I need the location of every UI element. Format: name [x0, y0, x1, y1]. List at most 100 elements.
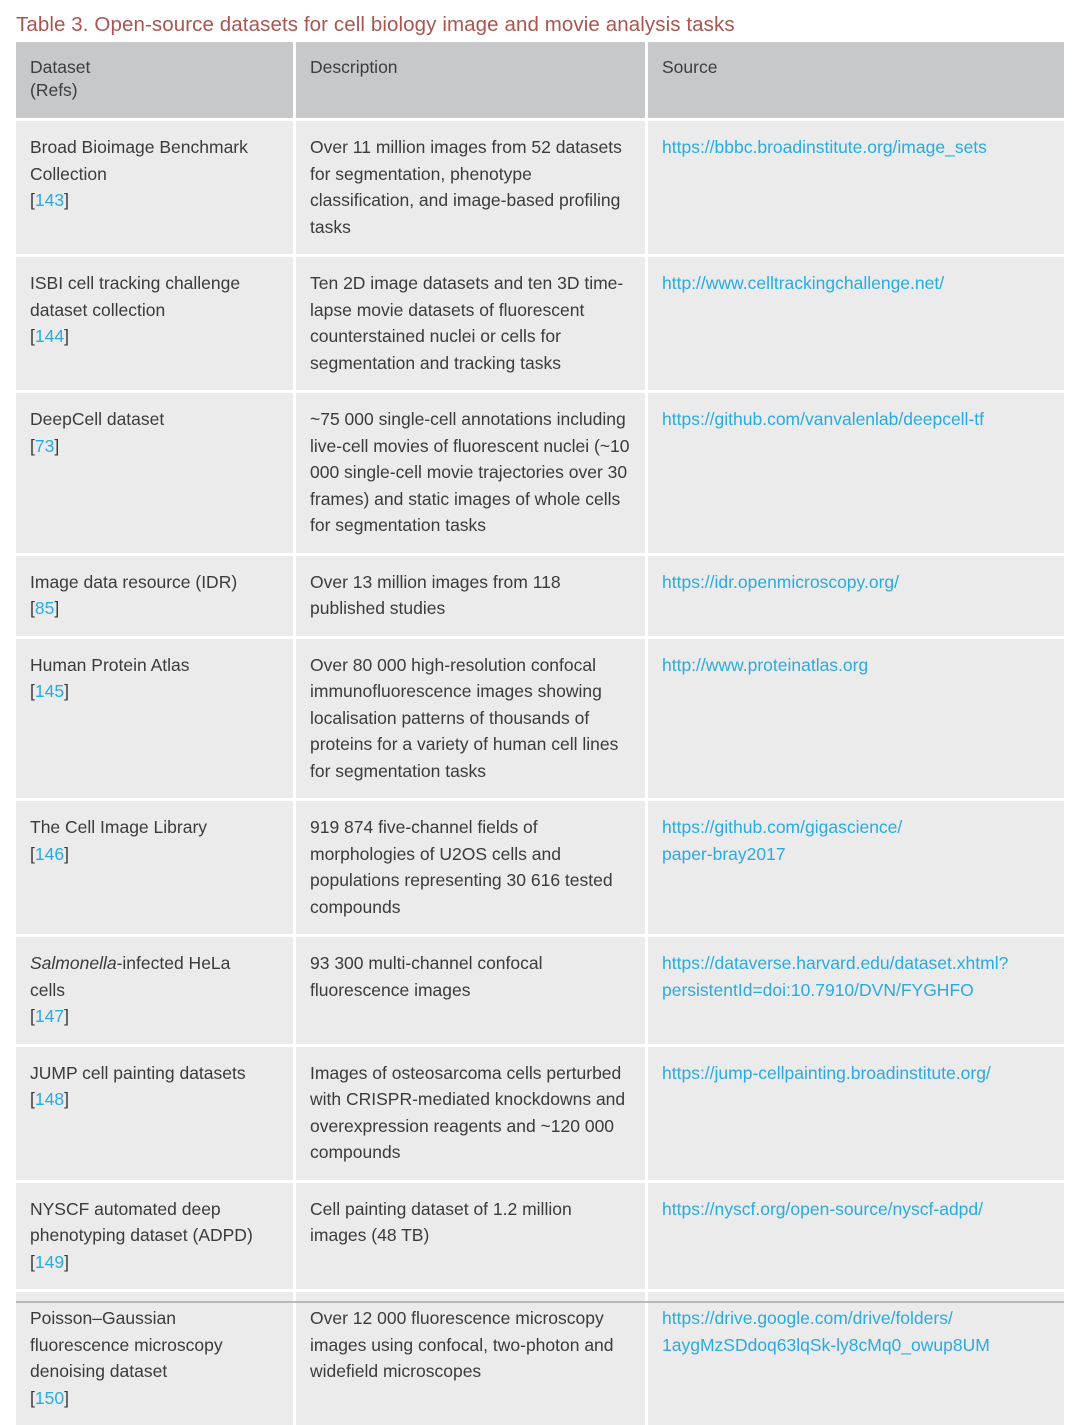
- table-row: The Cell Image Library [146] 919 874 five-…: [16, 798, 1064, 934]
- dataset-cell: The Cell Image Library [146]: [16, 798, 296, 934]
- source-link[interactable]: https://jump-cellpainting.broadinstitute…: [662, 1060, 1050, 1087]
- reference-citation[interactable]: [145]: [30, 678, 279, 705]
- dataset-cell: NYSCF automated deep phenotyping dataset …: [16, 1179, 296, 1289]
- dataset-name-line1: -infected HeLa: [116, 953, 231, 973]
- source-link[interactable]: http://www.proteinatlas.org: [662, 652, 1050, 679]
- reference-number[interactable]: 148: [34, 1089, 65, 1109]
- source-link[interactable]: https://github.com/gigascience/paper-bra…: [662, 814, 1050, 867]
- dataset-cell: DeepCell dataset [73]: [16, 390, 296, 553]
- column-header-source: Source: [648, 42, 1064, 118]
- reference-citation[interactable]: [150]: [30, 1385, 279, 1412]
- reference-bracket-close: ]: [64, 1387, 69, 1408]
- source-cell: https://jump-cellpainting.broadinstitute…: [648, 1043, 1064, 1180]
- dataset-name: DeepCell dataset: [30, 406, 279, 433]
- reference-citation[interactable]: [149]: [30, 1249, 279, 1276]
- reference-number[interactable]: 146: [34, 843, 65, 864]
- dataset-cell: ISBI cell tracking challenge dataset coll…: [16, 254, 296, 390]
- dataset-name: ISBI cell tracking challenge dataset coll…: [30, 270, 279, 323]
- table-header-row: Dataset (Refs) Description Source: [16, 42, 1064, 118]
- reference-citation[interactable]: [85]: [30, 595, 279, 622]
- reference-number[interactable]: 150: [34, 1387, 65, 1408]
- reference-citation[interactable]: [147]: [30, 1003, 279, 1030]
- dataset-name-line1: Human Protein Atlas: [30, 654, 190, 675]
- dataset-name-line2: Collection: [30, 163, 107, 184]
- source-link-line1: http://www.proteinatlas.org: [662, 654, 869, 675]
- reference-citation[interactable]: [144]: [30, 323, 279, 350]
- dataset-name-line1: The Cell Image Library: [30, 817, 208, 837]
- source-link-line1: https://bbbc.broadinstitute.org/image_se…: [662, 137, 987, 157]
- source-link-line1: https://dataverse.harvard.edu/dataset.xh…: [662, 953, 1009, 973]
- description-cell: 93 300 multi-channel confocal fluorescen…: [296, 934, 648, 1044]
- source-link[interactable]: https://github.com/vanvalenlab/deepcell-…: [662, 406, 1050, 433]
- source-link[interactable]: https://bbbc.broadinstitute.org/image_se…: [662, 134, 1050, 161]
- dataset-name-italic: Salmonella: [30, 953, 117, 973]
- table-bottom-rule: [16, 1301, 1064, 1303]
- reference-citation[interactable]: [146]: [30, 841, 279, 868]
- reference-bracket-close: ]: [64, 681, 69, 701]
- table-page: Table 3. Open-source datasets for cell b…: [16, 13, 1064, 1425]
- reference-citation[interactable]: [143]: [30, 187, 279, 214]
- reference-citation[interactable]: [73]: [30, 433, 279, 460]
- dataset-name-line2: dataset collection: [30, 299, 166, 320]
- source-link[interactable]: https://idr.openmicroscopy.org/: [662, 569, 1050, 596]
- column-header-dataset-line2: (Refs): [30, 80, 78, 100]
- table-row: NYSCF automated deep phenotyping dataset …: [16, 1179, 1064, 1289]
- source-cell: https://idr.openmicroscopy.org/: [648, 552, 1064, 636]
- dataset-name-line3: denoising dataset: [30, 1361, 168, 1381]
- dataset-name: Human Protein Atlas: [30, 652, 279, 679]
- dataset-cell: Poisson–Gaussian fluorescence microscopy d…: [16, 1289, 296, 1425]
- reference-number[interactable]: 143: [34, 190, 65, 210]
- dataset-name-line1: Poisson–Gaussian: [30, 1308, 176, 1328]
- reference-bracket-close: ]: [54, 435, 60, 456]
- source-link[interactable]: https://drive.google.com/drive/folders/1…: [662, 1305, 1050, 1358]
- column-header-dataset: Dataset (Refs): [16, 42, 296, 118]
- source-cell: https://github.com/gigascience/paper-bra…: [648, 798, 1064, 934]
- source-link-line1: https://drive.google.com/drive/folders/: [662, 1308, 953, 1328]
- reference-number[interactable]: 85: [34, 598, 55, 618]
- reference-bracket-open: [: [30, 1006, 35, 1026]
- source-link[interactable]: https://dataverse.harvard.edu/dataset.xh…: [662, 950, 1050, 1003]
- reference-bracket-open: [: [30, 326, 35, 346]
- table-row: Poisson–Gaussian fluorescence microscopy d…: [16, 1289, 1064, 1425]
- dataset-cell: Salmonella-infected HeLa cells [147]: [16, 934, 296, 1044]
- table-row: Image data resource (IDR) [85] Over 13 mil…: [16, 552, 1064, 636]
- reference-citation[interactable]: [148]: [30, 1086, 279, 1113]
- reference-number[interactable]: 149: [34, 1251, 65, 1272]
- reference-number[interactable]: 73: [34, 435, 55, 456]
- reference-bracket-close: ]: [64, 1006, 69, 1026]
- source-cell: http://www.celltrackingchallenge.net/: [648, 254, 1064, 390]
- dataset-name-line2: phenotyping dataset (ADPD): [30, 1225, 253, 1245]
- source-cell: https://dataverse.harvard.edu/dataset.xh…: [648, 934, 1064, 1044]
- source-link-line1: https://github.com/gigascience/: [662, 817, 903, 837]
- source-link[interactable]: https://nyscf.org/open-source/nyscf-adpd…: [662, 1196, 1050, 1223]
- dataset-name-line1: NYSCF automated deep: [30, 1198, 221, 1219]
- dataset-cell: JUMP cell painting datasets [148]: [16, 1043, 296, 1180]
- table-row: JUMP cell painting datasets [148] Images o…: [16, 1043, 1064, 1180]
- description-cell: Over 13 million images from 118 publishe…: [296, 552, 648, 636]
- source-link-line2: 1aygMzSDdoq63lqSk-ly8cMq0_owup8UM: [662, 1334, 990, 1355]
- table-row: Broad Bioimage Benchmark Collection [143] O…: [16, 118, 1064, 254]
- description-text: Cell painting dataset of 1.2 million ima…: [310, 1198, 572, 1246]
- reference-number[interactable]: 145: [34, 681, 65, 701]
- table-caption: Table 3. Open-source datasets for cell b…: [16, 13, 735, 36]
- column-header-source-label: Source: [662, 57, 718, 77]
- source-link-line1: https://nyscf.org/open-source/nyscf-adpd…: [662, 1198, 983, 1219]
- description-cell: Over 80 000 high-resolution confocal imm…: [296, 635, 648, 798]
- description-text: Over 80 000 high-resolution confocal imm…: [310, 654, 619, 781]
- reference-bracket-open: [: [30, 190, 35, 210]
- reference-number[interactable]: 144: [34, 326, 65, 346]
- dataset-name: Broad Bioimage Benchmark Collection: [30, 134, 279, 187]
- source-cell: https://nyscf.org/open-source/nyscf-adpd…: [648, 1179, 1064, 1289]
- dataset-name: NYSCF automated deep phenotyping dataset …: [30, 1196, 279, 1249]
- dataset-cell: Broad Bioimage Benchmark Collection [143]: [16, 118, 296, 254]
- column-header-dataset-line1: Dataset: [30, 57, 91, 77]
- dataset-cell: Human Protein Atlas [145]: [16, 635, 296, 798]
- reference-number[interactable]: 147: [34, 1006, 65, 1026]
- source-link-line1: https://jump-cellpainting.broadinstitute…: [662, 1062, 991, 1083]
- dataset-name-line1: DeepCell dataset: [30, 409, 165, 429]
- reference-bracket-open: [: [30, 681, 35, 701]
- description-cell: ~75 000 single-cell annotations includin…: [296, 390, 648, 553]
- source-link[interactable]: http://www.celltrackingchallenge.net/: [662, 270, 1050, 297]
- source-link-line2: persistentId=doi:10.7910/DVN/FYGHFO: [662, 979, 974, 1000]
- reference-bracket-close: ]: [64, 1089, 69, 1109]
